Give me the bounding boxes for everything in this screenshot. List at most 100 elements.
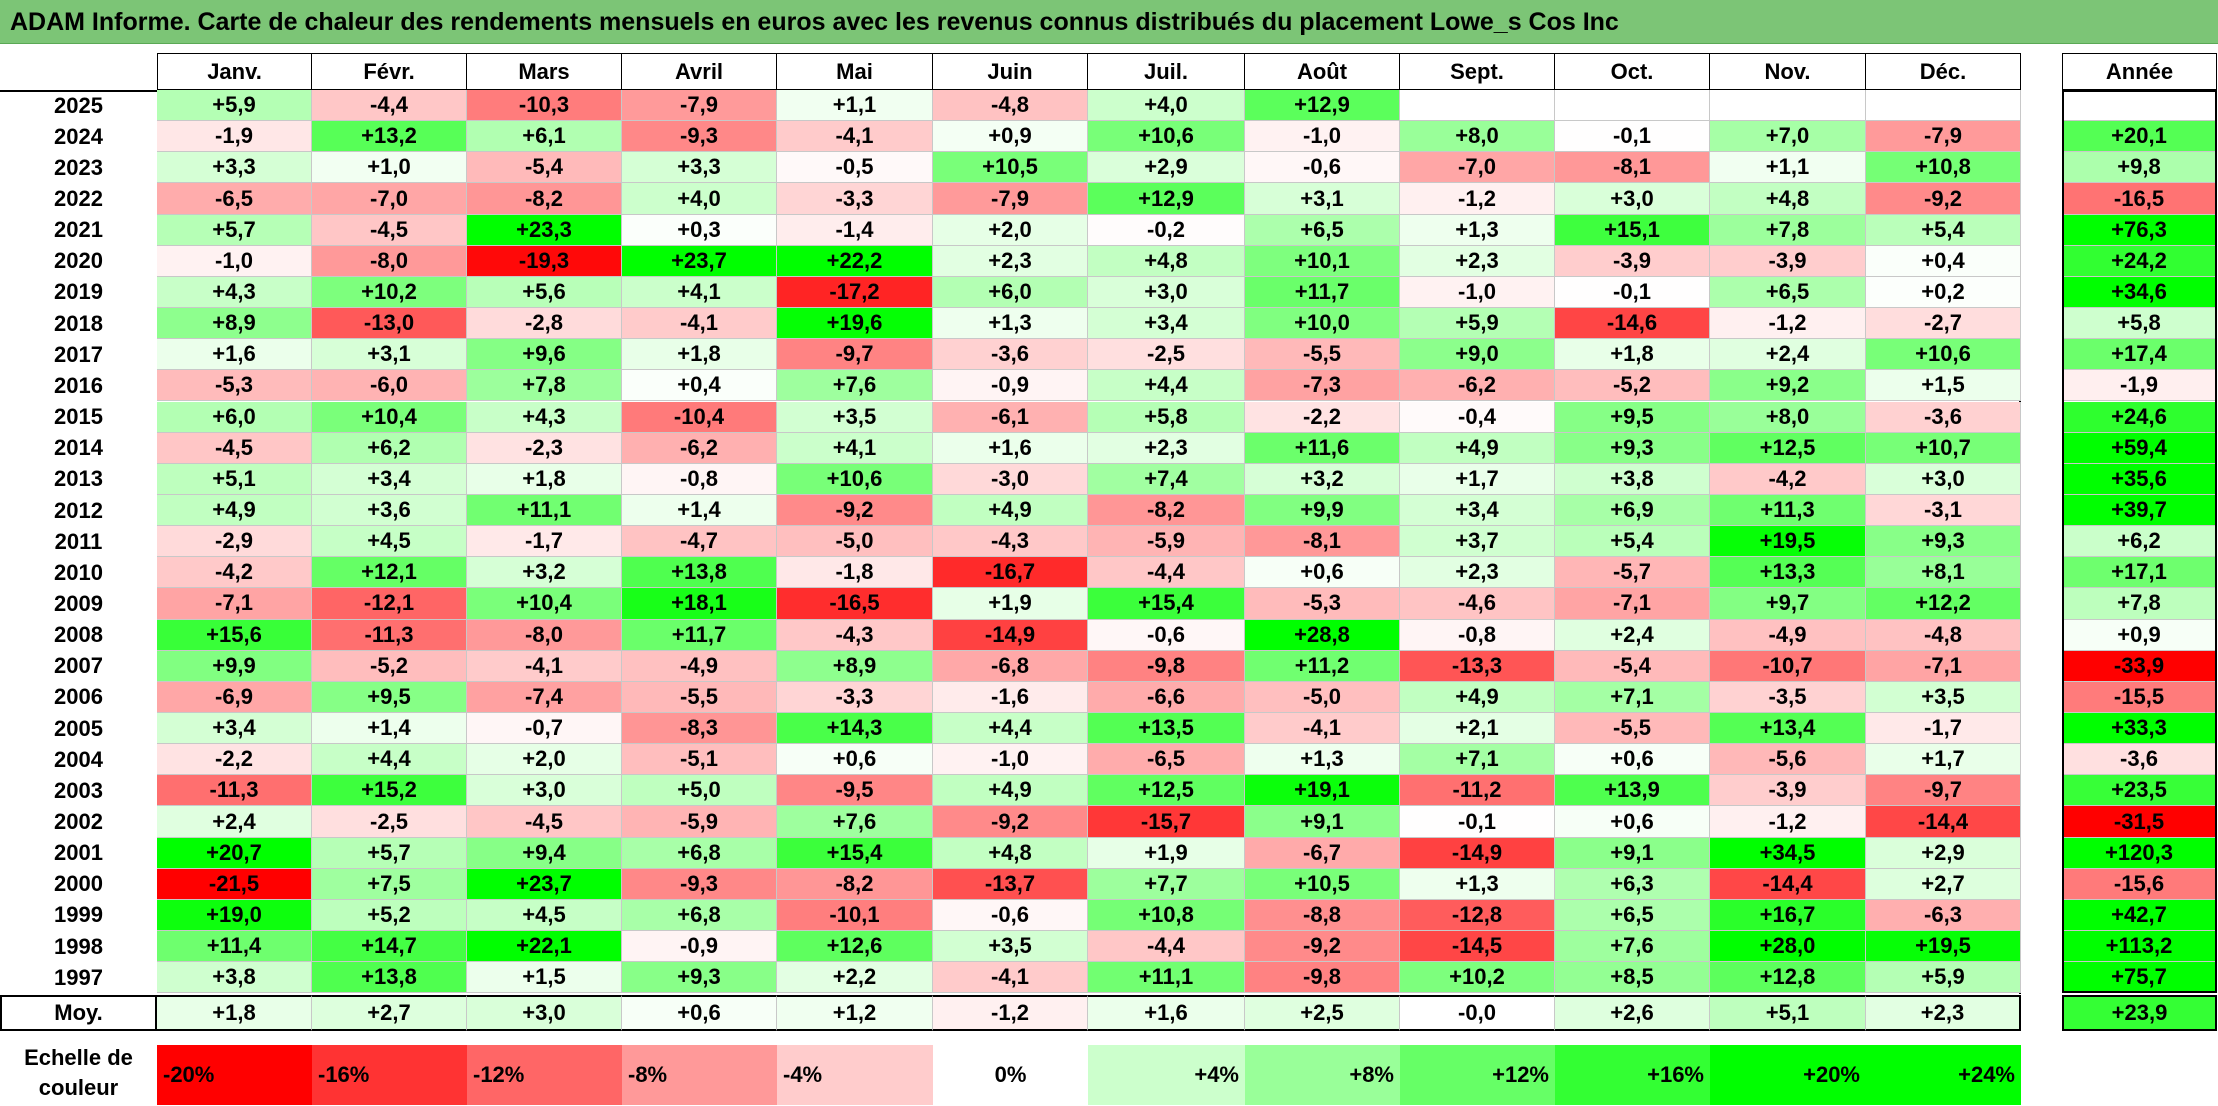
year-label: 2013 bbox=[54, 466, 103, 492]
heatmap-cell: -4,2 bbox=[1710, 463, 1866, 495]
heatmap-cell: +7,6 bbox=[777, 370, 933, 402]
average-label: Moy. bbox=[0, 995, 157, 1032]
heatmap-cell: +3,5 bbox=[1866, 681, 2021, 713]
heatmap-cell: +3,0 bbox=[1866, 463, 2021, 495]
average-cell: +3,0 bbox=[467, 995, 622, 1032]
average-cell: -0,0 bbox=[1400, 995, 1555, 1032]
heatmap-cell: -14,4 bbox=[1866, 806, 2021, 838]
annual-cell: +7,8 bbox=[2062, 588, 2217, 620]
color-scale-stop: +12% bbox=[1400, 1045, 1555, 1105]
heatmap-cell: -1,0 bbox=[933, 744, 1088, 776]
heatmap-cell: -0,8 bbox=[622, 463, 777, 495]
average-cell: +0,6 bbox=[622, 995, 777, 1032]
heatmap-cell: -4,5 bbox=[157, 432, 312, 464]
heatmap-cell: -6,2 bbox=[622, 432, 777, 464]
heatmap-cell: -6,6 bbox=[1088, 681, 1245, 713]
heatmap-cell: -8,2 bbox=[1088, 494, 1245, 527]
heatmap-cell: +8,5 bbox=[1555, 962, 1710, 994]
heatmap-cell: -7,1 bbox=[1866, 650, 2021, 682]
color-scale-label: Echelle de couleur bbox=[24, 1045, 133, 1100]
average-cell: +2,6 bbox=[1555, 995, 1710, 1032]
heatmap-cell: +5,7 bbox=[157, 214, 312, 246]
average-cell: +2,3 bbox=[1866, 995, 2021, 1032]
heatmap-cell: -5,7 bbox=[1555, 557, 1710, 589]
heatmap-cell: +0,6 bbox=[1245, 557, 1400, 589]
heatmap-cell: +7,7 bbox=[1088, 868, 1245, 900]
heatmap-cell: +5,1 bbox=[157, 463, 312, 495]
heatmap-cell: -9,7 bbox=[1866, 775, 2021, 807]
heatmap-cell: -12,8 bbox=[1400, 899, 1555, 932]
heatmap-cell: -7,9 bbox=[622, 90, 777, 122]
heatmap-cell: +5,2 bbox=[312, 899, 467, 932]
year-label: 2000 bbox=[54, 871, 103, 897]
year-label: 2007 bbox=[54, 653, 103, 679]
year-label: 2014 bbox=[54, 435, 103, 461]
heatmap-cell: -8,3 bbox=[622, 713, 777, 745]
heatmap-cell: +1,8 bbox=[467, 463, 622, 495]
heatmap-cell: +1,3 bbox=[933, 308, 1088, 340]
year-label: 2008 bbox=[54, 622, 103, 648]
heatmap-cell: -7,0 bbox=[312, 183, 467, 215]
heatmap-cell: +14,3 bbox=[777, 713, 933, 745]
heatmap-cell: +4,1 bbox=[777, 432, 933, 464]
color-scale-stop: +4% bbox=[1088, 1045, 1245, 1105]
heatmap-cell: +5,9 bbox=[1400, 308, 1555, 340]
heatmap-cell: +6,2 bbox=[312, 432, 467, 464]
heatmap-cell bbox=[1400, 90, 1555, 122]
heatmap-cell: +3,7 bbox=[1400, 526, 1555, 558]
heatmap-cell: -3,5 bbox=[1710, 681, 1866, 713]
annual-cell bbox=[2062, 90, 2217, 122]
heatmap-cell: +3,2 bbox=[1245, 463, 1400, 495]
heatmap-cell: +7,6 bbox=[777, 806, 933, 838]
heatmap-cell: -4,4 bbox=[1088, 557, 1245, 589]
heatmap-cell: -5,5 bbox=[1245, 339, 1400, 371]
heatmap-cell: -4,6 bbox=[1400, 588, 1555, 620]
average-cell: -1,2 bbox=[933, 995, 1088, 1032]
heatmap-cell: +8,9 bbox=[157, 308, 312, 340]
year-label: 2003 bbox=[54, 777, 103, 803]
heatmap-cell: +3,1 bbox=[312, 339, 467, 371]
annual-cell: -15,5 bbox=[2062, 681, 2217, 713]
heatmap-cell: +0,3 bbox=[622, 214, 777, 246]
heatmap-cell: -1,9 bbox=[157, 121, 312, 153]
heatmap-cell: -7,1 bbox=[157, 588, 312, 620]
heatmap-cell: +9,5 bbox=[312, 681, 467, 713]
color-scale-stop: 0% bbox=[933, 1045, 1088, 1105]
heatmap-cell: -9,2 bbox=[933, 806, 1088, 838]
heatmap-cell: -2,8 bbox=[467, 308, 622, 340]
annual-cell: -1,9 bbox=[2062, 370, 2217, 402]
heatmap-cell: +3,2 bbox=[467, 557, 622, 589]
heatmap-cell: +4,4 bbox=[1088, 370, 1245, 402]
heatmap-cell: -4,1 bbox=[622, 308, 777, 340]
annual-cell: +5,8 bbox=[2062, 308, 2217, 340]
heatmap-cell: -11,2 bbox=[1400, 775, 1555, 807]
month-header: Avril bbox=[622, 53, 777, 90]
heatmap-cell: +10,8 bbox=[1088, 899, 1245, 932]
year-label: 1998 bbox=[54, 933, 103, 959]
annual-cell: +0,9 bbox=[2062, 619, 2217, 651]
annual-cell: +23,5 bbox=[2062, 775, 2217, 807]
heatmap-cell: -15,7 bbox=[1088, 806, 1245, 838]
heatmap-cell: +1,9 bbox=[1088, 837, 1245, 869]
heatmap-cell: +9,3 bbox=[1555, 432, 1710, 464]
heatmap-cell: -0,6 bbox=[1245, 152, 1400, 184]
heatmap-cell: -5,2 bbox=[312, 650, 467, 682]
annual-cell: +9,8 bbox=[2062, 152, 2217, 184]
heatmap-cell bbox=[1555, 90, 1710, 122]
heatmap-cell: +3,1 bbox=[1245, 183, 1400, 215]
heatmap-cell: +3,3 bbox=[157, 152, 312, 184]
heatmap-cell: -11,3 bbox=[312, 619, 467, 651]
year-label: 2009 bbox=[54, 590, 103, 616]
year-label: 2004 bbox=[54, 746, 103, 772]
heatmap-cell: -0,2 bbox=[1088, 214, 1245, 246]
heatmap-cell: +12,2 bbox=[1866, 588, 2021, 620]
heatmap-cell: +13,2 bbox=[312, 121, 467, 153]
heatmap-cell: -3,3 bbox=[777, 681, 933, 713]
heatmap-cell: +12,8 bbox=[1710, 962, 1866, 994]
chart-title: ADAM Informe. Carte de chaleur des rende… bbox=[0, 0, 2218, 44]
heatmap-cell: -1,0 bbox=[1400, 276, 1555, 309]
heatmap-cell: -6,7 bbox=[1245, 837, 1400, 869]
heatmap-cell: +3,0 bbox=[467, 775, 622, 807]
heatmap-cell: +3,4 bbox=[312, 463, 467, 495]
annual-cell: +39,7 bbox=[2062, 494, 2217, 527]
